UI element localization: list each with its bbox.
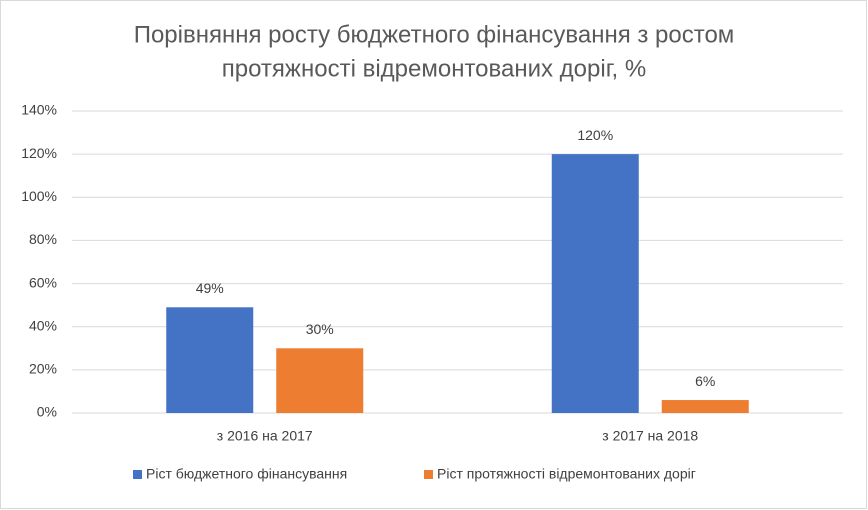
bar xyxy=(166,307,254,413)
chart-title: Порівняння росту бюджетного фінансування… xyxy=(134,21,735,48)
x-tick-label: з 2017 на 2018 xyxy=(602,428,698,444)
chart-title: протяжності відремонтованих доріг, % xyxy=(222,55,646,82)
y-tick-label: 140% xyxy=(21,102,57,118)
legend-swatch xyxy=(133,470,142,479)
y-tick-label: 100% xyxy=(21,188,57,204)
y-tick-label: 0% xyxy=(37,404,57,420)
legend-swatch xyxy=(424,470,433,479)
y-tick-label: 120% xyxy=(21,145,57,161)
bar xyxy=(661,400,749,413)
data-label: 49% xyxy=(196,280,224,296)
data-label: 120% xyxy=(577,127,613,143)
y-tick-label: 80% xyxy=(29,231,57,247)
data-label: 30% xyxy=(306,321,334,337)
y-tick-label: 40% xyxy=(29,317,57,333)
bar xyxy=(276,348,364,413)
legend-label: Ріст протяжності відремонтованих доріг xyxy=(437,466,696,482)
y-tick-label: 60% xyxy=(29,274,57,290)
y-tick-label: 20% xyxy=(29,361,57,377)
x-tick-label: з 2016 на 2017 xyxy=(217,428,313,444)
legend-label: Ріст бюджетного фінансування xyxy=(146,466,347,482)
bar xyxy=(551,154,639,413)
data-label: 6% xyxy=(695,373,715,389)
